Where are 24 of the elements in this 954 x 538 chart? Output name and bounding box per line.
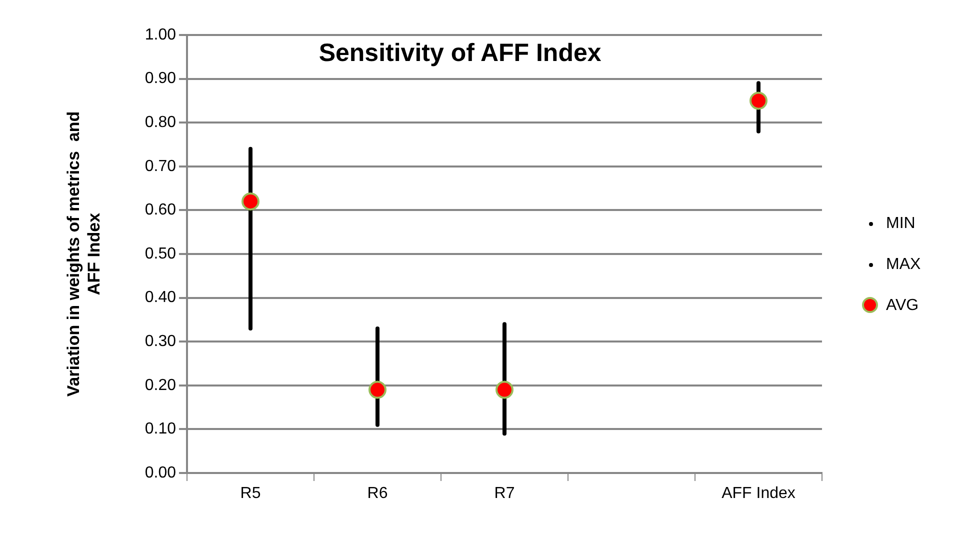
point [368, 380, 386, 399]
y-tick-label: 1.00 [144, 26, 176, 44]
y-tick-label: 0.90 [144, 70, 176, 88]
y-tick-label: 0.20 [144, 376, 176, 394]
legend-label: MAX [886, 256, 921, 274]
legend-label: MIN [886, 215, 916, 233]
y-tick-label: 0.00 [144, 464, 176, 482]
x-tick-label: R7 [494, 485, 515, 502]
y-tick-label: 0.80 [144, 114, 176, 132]
y-axis-title: Variation in weights of metrics and AFF Index [64, 111, 104, 397]
y-tick-label: 0.70 [144, 158, 176, 175]
y-tick-label: 0.60 [144, 202, 176, 219]
x-tick-label: R5 [240, 485, 261, 502]
y-tick-label: 0.50 [144, 245, 176, 262]
x-tick-label: AFF Index [722, 485, 796, 502]
x-tick-label: R6 [367, 485, 388, 502]
point [496, 380, 514, 399]
y-tick-label: 0.10 [144, 420, 176, 438]
point [242, 192, 260, 210]
chart-title: Sensitivity of AFF Index [318, 38, 602, 67]
y-tick-label: 0.30 [144, 333, 176, 350]
y-tick-label: 0.40 [144, 289, 176, 306]
point [750, 92, 768, 110]
legend-label: AVG [886, 297, 919, 315]
